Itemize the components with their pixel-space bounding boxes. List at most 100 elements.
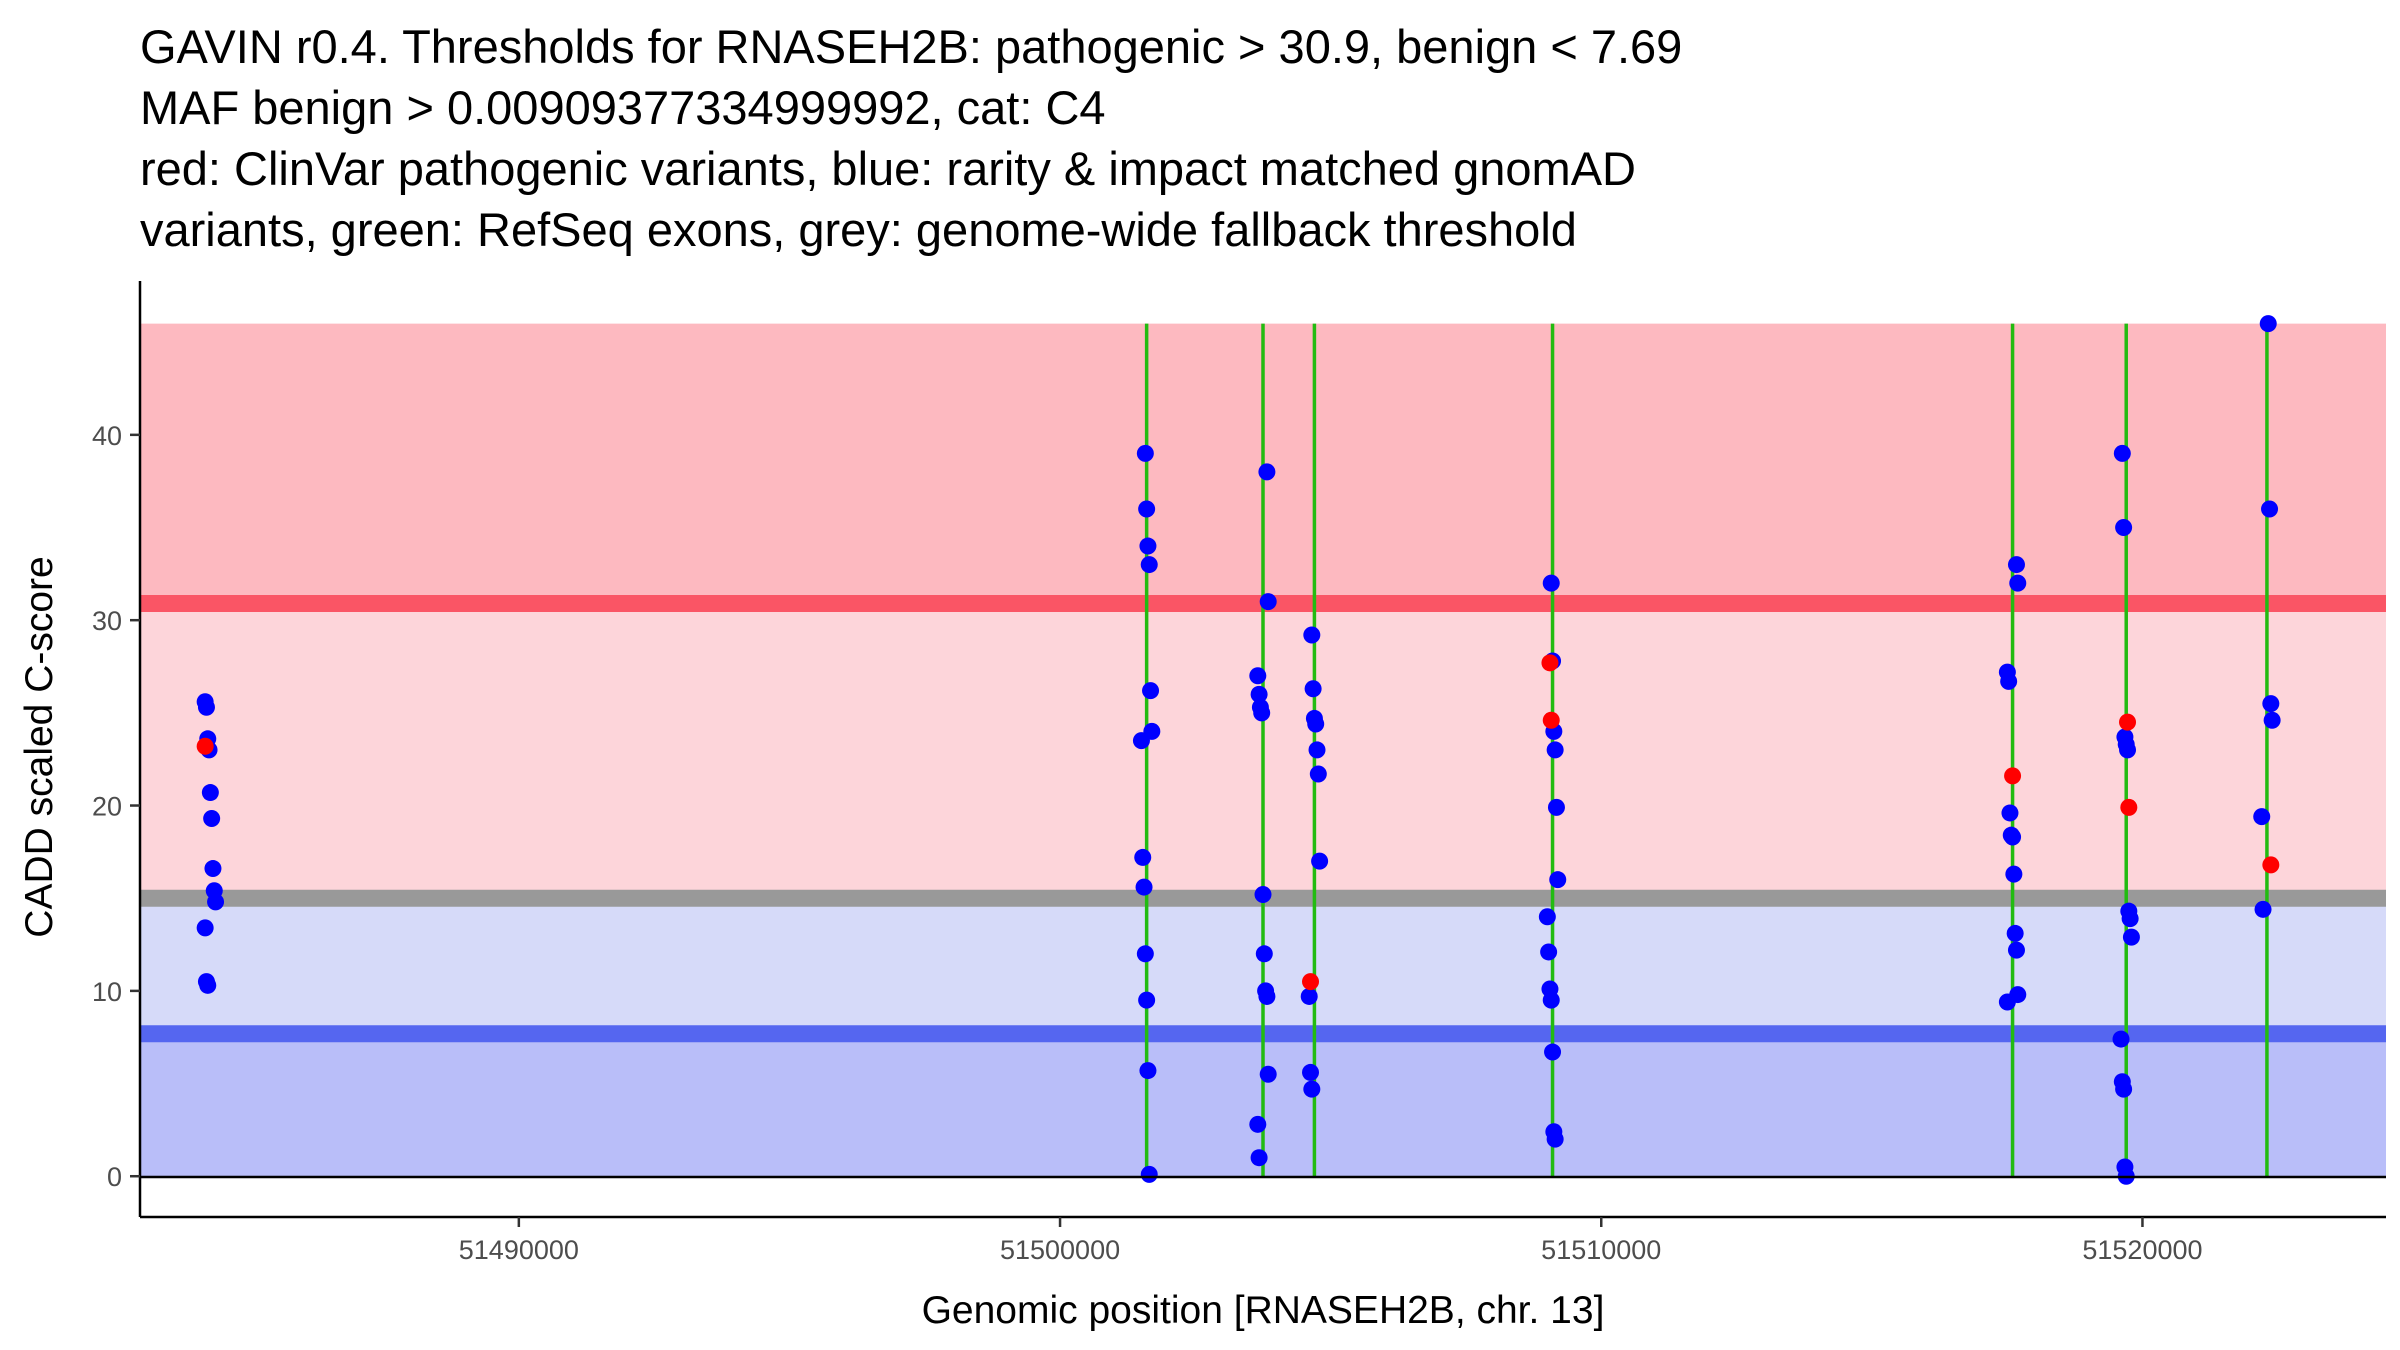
y-ticks: 0 10 20 30 40 [92,421,140,1192]
clinvar-point [1541,654,1559,672]
x-tick-label: 51510000 [1541,1235,1661,1265]
gnomad-point [196,919,214,937]
gnomad-point [1542,991,1560,1009]
clinvar-point [1542,711,1560,729]
y-axis-label: CADD scaled C-score [18,556,61,937]
clinvar-point [2119,713,2137,731]
x-tick-label: 51490000 [459,1235,579,1265]
gnomad-point [1140,1165,1158,1183]
gnomad-point [1302,1063,1320,1081]
gnomad-point [2259,315,2277,333]
x-tick-label: 51520000 [2082,1235,2202,1265]
gnomad-point [2122,928,2140,946]
gnomad-point [1544,1043,1562,1061]
gnomad-point [201,784,219,802]
y-tick-label: 40 [92,421,122,451]
gnomad-point [2261,500,2279,518]
clinvar-point [2004,767,2022,785]
gnomad-point [1307,715,1325,733]
gnomad-point [2262,695,2280,713]
gnomad-point [2254,900,2272,918]
gnomad-point [1254,885,1272,903]
title-line-4: variants, green: RefSeq exons, grey: gen… [140,203,1577,256]
y-tick-label: 20 [92,792,122,822]
gnomad-point [1546,741,1564,759]
gnomad-point [1998,993,2016,1011]
gnomad-point [2001,804,2019,822]
gnomad-point [1549,871,1567,889]
gnomad-point [1136,945,1154,963]
y-tick-label: 0 [107,1162,122,1192]
gnomad-point [2004,828,2022,846]
title-line-1: GAVIN r0.4. Thresholds for RNASEH2B: pat… [140,20,1683,73]
gnomad-point [2115,1080,2133,1098]
gnomad-point [1139,537,1157,555]
gnomad-point [1132,732,1150,750]
axes [138,281,2386,1219]
gnomad-point [1249,1115,1267,1133]
gnomad-point [2113,444,2131,462]
gnomad-point [2253,808,2271,826]
gnomad-point [2121,910,2139,928]
gnomad-point [1309,765,1327,783]
gnomad-point [1135,878,1153,896]
clinvar-points [196,654,2280,991]
y-tick-label: 10 [92,977,122,1007]
gnomad-point [2009,574,2027,592]
gnomad-point [1542,574,1560,592]
gnomad-point [1258,987,1276,1005]
gnomad-point [1255,945,1273,963]
gnomad-point [204,860,222,878]
gnomad-point [1259,593,1277,611]
gnomad-point [1250,1149,1268,1167]
gnomad-point [2005,865,2023,883]
clinvar-point [2262,856,2280,874]
gnomad-point [1300,987,1318,1005]
title-line-2: MAF benign > 0.00909377334999992, cat: C… [140,81,1106,134]
gnomad-point [2007,941,2025,959]
gnomad-point [199,976,217,994]
gnomad-point [1259,1065,1277,1083]
gnomad-point [1258,463,1276,481]
gnomad-point [1547,798,1565,816]
gnomad-point [197,698,215,716]
gnomad-point [1136,444,1154,462]
gnomad-point [203,810,221,828]
gnomad-point [207,893,225,911]
gnomad-point [1546,1130,1564,1148]
y-tick-label: 30 [92,606,122,636]
chart-title: GAVIN r0.4. Thresholds for RNASEH2B: pat… [140,16,1682,260]
gnomad-point [2000,672,2018,690]
gnomad-points [196,315,2281,1185]
gnomad-point [2007,556,2025,574]
gnomad-point [1304,680,1322,698]
gnomad-point [1311,852,1329,870]
gnomad-point [1540,943,1558,961]
x-axis-label: Genomic position [RNASEH2B, chr. 13] [922,1289,1605,1332]
gnomad-point [2112,1030,2130,1048]
gnomad-point [1138,991,1156,1009]
clinvar-point [196,737,214,755]
gnomad-point [2119,741,2137,759]
gnomad-point [2006,924,2024,942]
gnomad-point [1134,848,1152,866]
clinvar-point [2120,798,2138,816]
gnomad-point [1253,704,1271,722]
gnomad-point [2263,711,2281,729]
gnomad-point [1538,908,1556,926]
title-line-3: red: ClinVar pathogenic variants, blue: … [140,142,1636,195]
gnomad-point [1140,556,1158,574]
gnomad-point [1250,685,1268,703]
x-ticks: 51490000 51500000 51510000 51520000 [459,1217,2203,1265]
gnomad-point [1142,682,1160,700]
gnomad-point [1303,626,1321,644]
x-tick-label: 51500000 [1000,1235,1120,1265]
gnomad-point [1303,1080,1321,1098]
gnomad-point [1139,1062,1157,1080]
clinvar-point [1302,973,1320,991]
gnomad-point [1308,741,1326,759]
gnomad-point [1138,500,1156,518]
gnomad-point [2115,519,2133,537]
gnomad-point [1249,667,1267,685]
